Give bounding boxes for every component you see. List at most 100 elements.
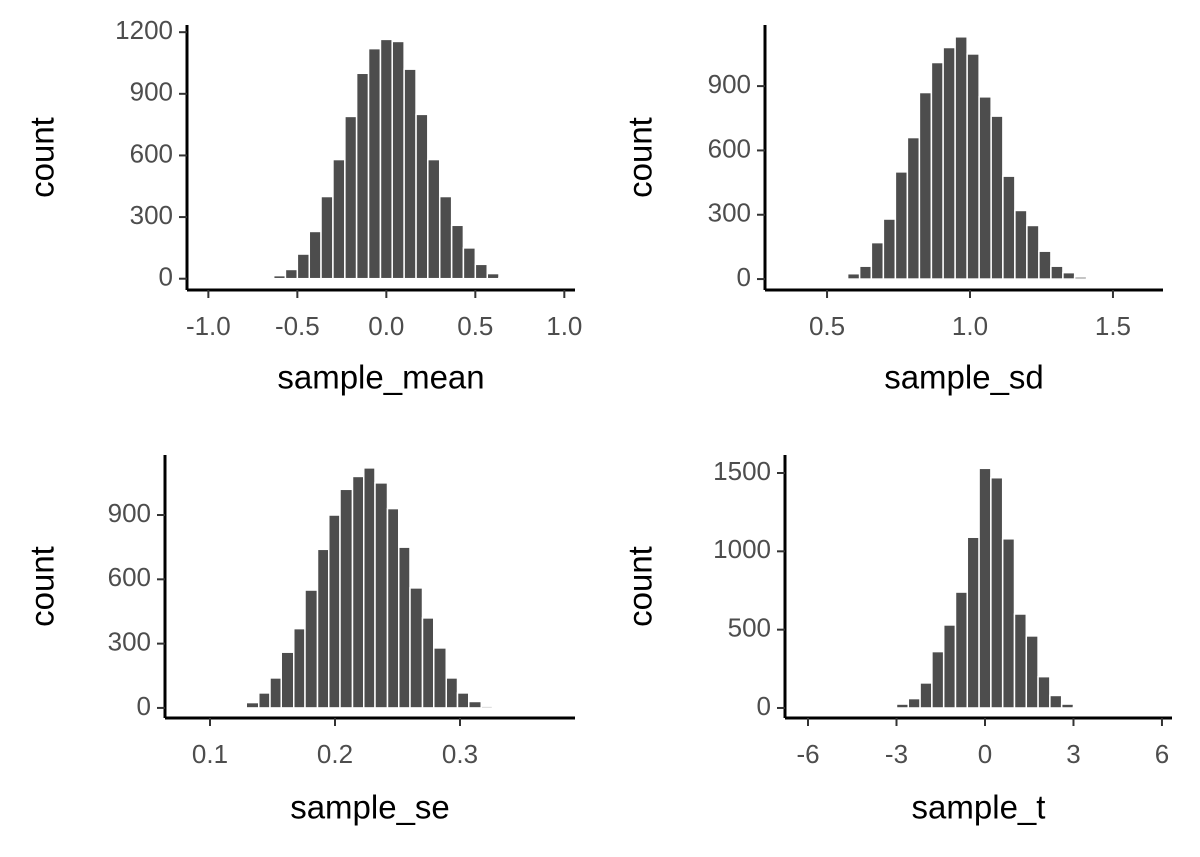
bar [351, 475, 365, 709]
bar [1037, 675, 1051, 709]
x-tick-label: 0 [978, 739, 992, 769]
bar [978, 96, 992, 280]
y-tick-label: 300 [708, 198, 751, 228]
bar [280, 651, 295, 709]
y-tick-label: 0 [159, 262, 173, 292]
y-tick-label: 900 [108, 498, 151, 528]
bar [272, 274, 287, 280]
y-tick-label: 300 [130, 200, 173, 230]
x-tick-label: 0.0 [368, 311, 404, 341]
bar [269, 677, 282, 709]
x-axis-title: sample_mean [277, 359, 484, 396]
bar [978, 467, 992, 709]
bar [1050, 265, 1064, 280]
bar [1060, 703, 1075, 709]
y-axis-title: count [24, 546, 61, 627]
bar [895, 703, 910, 709]
bar [1085, 277, 1100, 280]
y-tick-label: 600 [130, 138, 173, 168]
bar [468, 700, 482, 709]
y-tick-label: 1200 [115, 15, 173, 45]
bar [930, 61, 944, 280]
x-tick-label: -0.5 [275, 311, 320, 341]
bar [433, 647, 447, 709]
bar [328, 514, 341, 709]
bar [1013, 613, 1028, 709]
y-axis-title: count [622, 546, 659, 627]
bar [906, 136, 921, 280]
bar [498, 276, 512, 280]
y-tick-label: 600 [708, 133, 751, 163]
bar [1026, 224, 1040, 280]
bar [954, 591, 969, 709]
bar [846, 272, 861, 280]
bar [882, 218, 897, 280]
y-tick-label: 0 [137, 691, 151, 721]
bar [990, 476, 1004, 709]
x-tick-label: -3 [885, 739, 908, 769]
bar [966, 536, 980, 709]
bar [374, 482, 389, 709]
bar [258, 692, 271, 709]
x-tick-label: 0.3 [442, 739, 478, 769]
x-tick-label: 0.5 [809, 311, 845, 341]
x-tick-label: 3 [1066, 739, 1080, 769]
x-tick-label: 6 [1155, 739, 1169, 769]
bar [355, 72, 370, 280]
bar [858, 265, 873, 280]
bar [870, 241, 885, 280]
bar [261, 277, 275, 280]
x-tick-label: 1.5 [1095, 311, 1131, 341]
bar [234, 706, 247, 709]
bar [344, 115, 358, 280]
bar [391, 40, 405, 280]
x-tick-label: 0.5 [457, 311, 493, 341]
y-tick-label: 0 [757, 691, 771, 721]
bar [409, 587, 424, 709]
bar [316, 548, 330, 709]
x-tick-label: -1.0 [186, 311, 231, 341]
y-tick-label: 1000 [713, 534, 771, 564]
bar [403, 68, 417, 280]
bar [284, 268, 299, 280]
bar [966, 53, 980, 280]
bar [907, 697, 921, 709]
bar [304, 589, 319, 709]
bar [293, 627, 306, 709]
y-tick-label: 600 [108, 562, 151, 592]
bar [1038, 250, 1052, 280]
bar [445, 677, 459, 709]
bar [308, 230, 322, 280]
bar [942, 624, 957, 709]
bar [427, 158, 441, 280]
y-tick-label: 900 [708, 69, 751, 99]
bar [1002, 175, 1016, 280]
bar [1062, 271, 1076, 280]
bar [480, 705, 494, 709]
y-axis-title: count [24, 117, 61, 198]
bar [931, 650, 945, 709]
bar [245, 701, 260, 709]
bar [894, 171, 909, 280]
bar [834, 277, 849, 280]
bar [296, 253, 311, 280]
bar [954, 36, 968, 280]
bar [1073, 276, 1088, 280]
bar [367, 47, 382, 280]
bar [990, 115, 1004, 280]
bar [438, 195, 453, 280]
x-tick-label: 1.0 [546, 311, 582, 341]
bar [386, 507, 400, 709]
x-axis-title: sample_sd [884, 359, 1044, 396]
bar [398, 546, 411, 709]
x-axis-title: sample_t [912, 789, 1046, 826]
bar [883, 706, 898, 709]
x-axis-title: sample_se [290, 789, 450, 826]
bar [363, 467, 376, 709]
bar [456, 692, 470, 709]
x-tick-label: 1.0 [952, 311, 988, 341]
bar [462, 247, 477, 280]
bar [339, 488, 354, 709]
y-tick-label: 500 [728, 613, 771, 643]
